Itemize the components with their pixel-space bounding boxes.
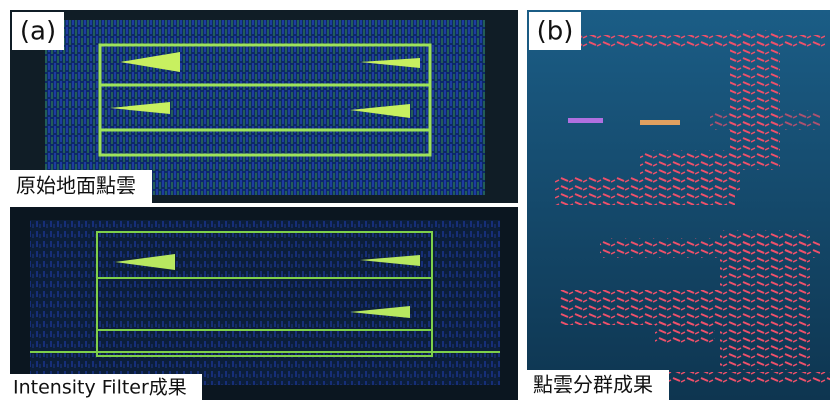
cluster bbox=[710, 110, 820, 130]
caption: 點雲分群成果 bbox=[533, 373, 653, 397]
figure: (a) 原始地面點雲 Intensity Filter成果 (b) 點雲分群成果 bbox=[0, 0, 838, 403]
panel-label: (b) bbox=[537, 17, 574, 47]
caption: Intensity Filter成果 bbox=[13, 377, 187, 399]
caption: 原始地面點雲 bbox=[16, 174, 136, 198]
cluster-small bbox=[568, 118, 603, 123]
cluster-small bbox=[640, 120, 680, 125]
point-cloud bbox=[30, 220, 500, 385]
panel-label: (a) bbox=[20, 17, 56, 47]
